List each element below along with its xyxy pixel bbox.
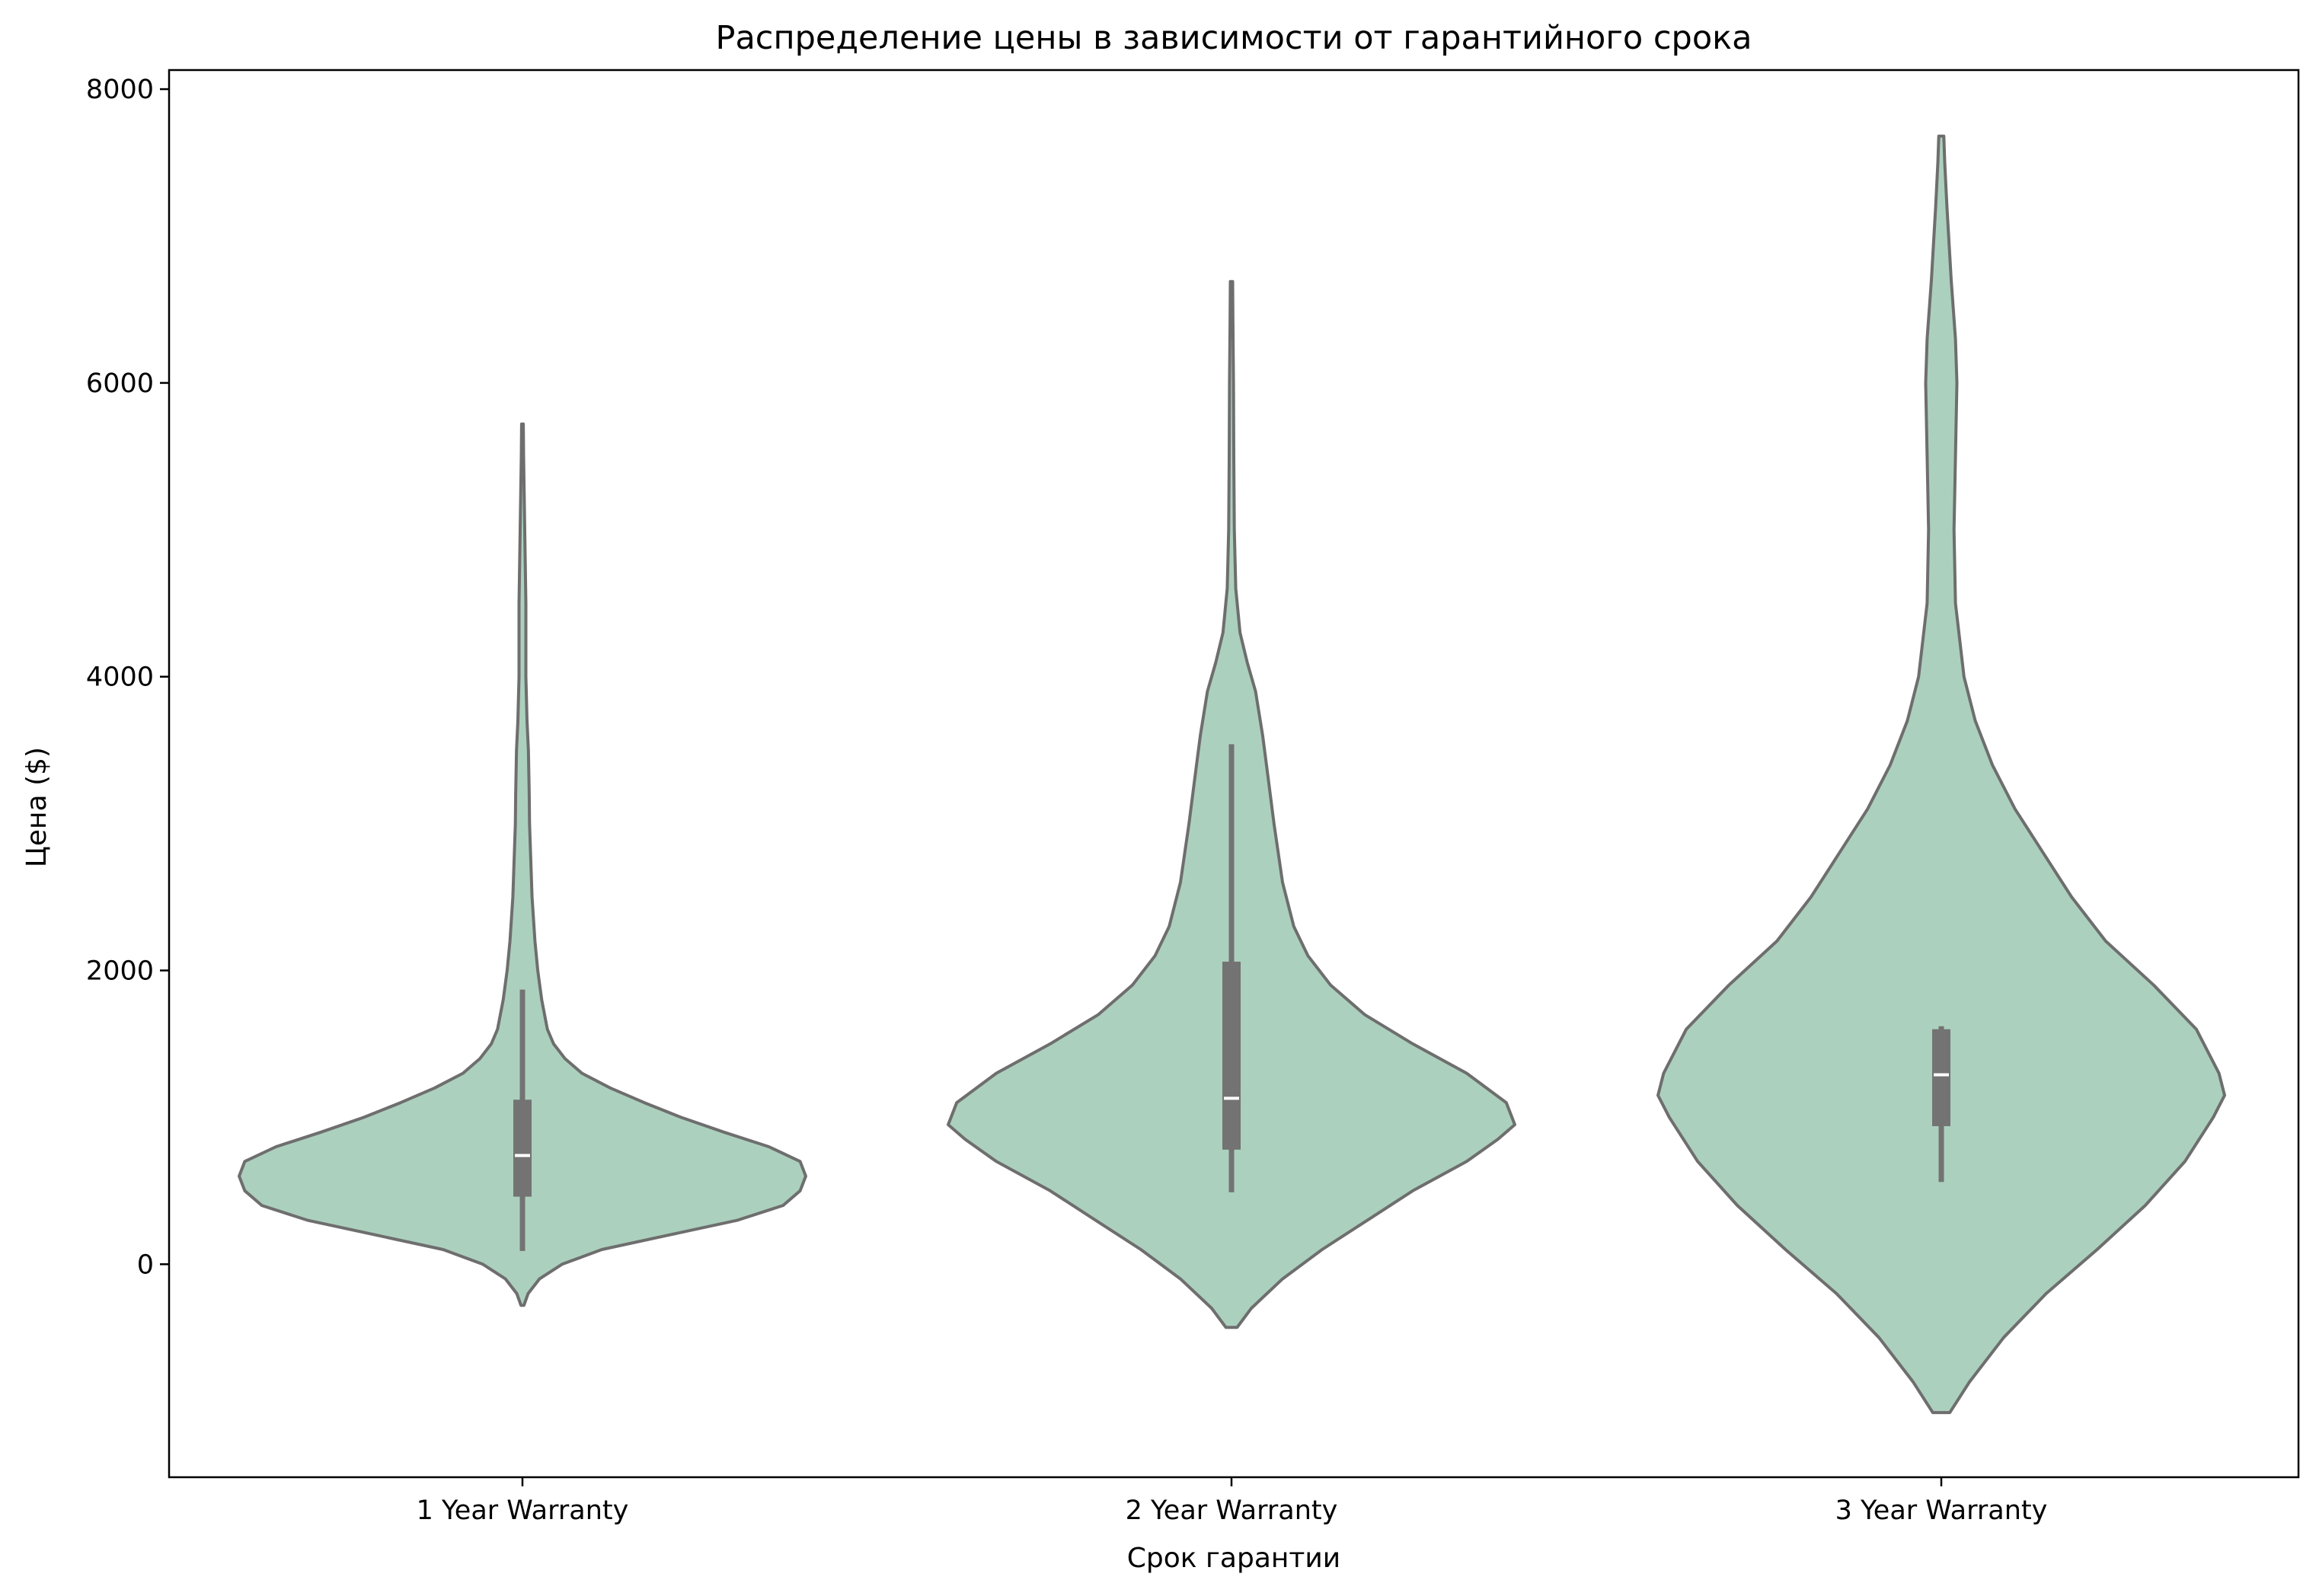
y-tick-label: 0 (137, 1250, 154, 1280)
violin-iqr-box (513, 1100, 532, 1197)
y-tick-label: 2000 (86, 956, 154, 986)
y-tick-label: 8000 (86, 75, 154, 105)
violin-iqr-box (1932, 1029, 1950, 1126)
chart-title: Распределение цены в зависимости от гара… (716, 19, 1752, 57)
violin-body (1656, 134, 2226, 1415)
x-tick-label: 3 Year Warranty (1835, 1495, 2048, 1526)
y-tick-label: 4000 (86, 662, 154, 693)
violin-body (238, 422, 807, 1307)
violins-layer (238, 134, 2226, 1415)
y-tick-label: 6000 (86, 369, 154, 399)
plot-area-frame (168, 69, 2300, 1479)
x-tick-label: 1 Year Warranty (417, 1495, 629, 1526)
x-tick-label: 2 Year Warranty (1126, 1495, 1338, 1526)
x-axis-ticks: 1 Year Warranty 2 Year Warranty 3 Year War… (417, 1477, 2048, 1526)
violin-iqr-box (1222, 961, 1241, 1150)
y-axis-label: Цена ($) (21, 747, 53, 867)
y-axis-ticks: 0 2000 4000 6000 8000 (86, 75, 169, 1280)
x-axis-label: Срок гарантии (1127, 1543, 1340, 1574)
